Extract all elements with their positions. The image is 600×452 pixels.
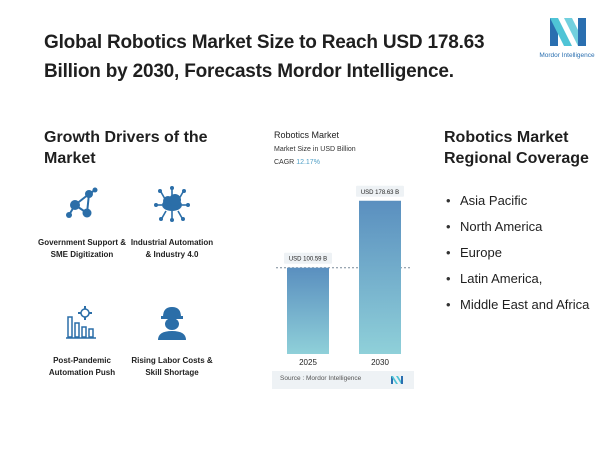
region-item: • Asia Pacific (446, 188, 589, 214)
region-item: • Latin America, (446, 266, 589, 292)
cagr-value: 12.17% (296, 159, 320, 166)
mini-logo-icon (391, 376, 403, 384)
driver-government-support: Government Support & SME Digitization (37, 185, 127, 261)
regions-title: Robotics Market Regional Coverage (444, 129, 589, 167)
driver-post-pandemic: Post-Pandemic Automation Push (37, 303, 127, 379)
chart-cagr: CAGR 12.17% (274, 159, 320, 166)
driver-label: Industrial Automation & Industry 4.0 (130, 238, 214, 259)
cloud-network-icon (153, 185, 191, 223)
logo-text: Mordor Intelligence (539, 52, 595, 59)
driver-label: Government Support & SME Digitization (37, 238, 126, 259)
driver-label: Rising Labor Costs & Skill Shortage (131, 356, 213, 377)
bullet-icon: • (446, 271, 451, 286)
chart-title: Robotics Market (274, 130, 340, 140)
x-tick-label: 2025 (299, 358, 317, 367)
bullet-icon: • (446, 245, 451, 260)
bar-2030 (359, 200, 401, 354)
driver-label: Post-Pandemic Automation Push (48, 356, 116, 377)
driver-industrial-automation: Industrial Automation & Industry 4.0 (127, 185, 217, 261)
chart-subtitle: Market Size in USD Billion (274, 146, 356, 153)
bullet-icon: • (446, 193, 451, 208)
region-list: • Asia Pacific • North America • Europe • La… (446, 188, 589, 318)
data-label: USD 100.59 B (289, 257, 327, 263)
mordor-logo: Mordor Intelligence (536, 14, 595, 62)
data-label: USD 178.63 B (361, 190, 399, 196)
chart-canvas: USD 100.59 B 2025 USD 178.63 B 2030 (276, 185, 410, 367)
worker-icon (153, 303, 191, 341)
region-item: • North America (446, 214, 589, 240)
robotics-market-chart: USD 100.59 B 2025 USD 178.63 B 2030 Robotic… (262, 126, 422, 394)
page-headline: Global Robotics Market Size to Reach USD… (44, 32, 485, 82)
network-nodes-icon (63, 185, 101, 223)
driver-labor-costs: Rising Labor Costs & Skill Shortage (127, 303, 217, 379)
region-item: • Europe (446, 240, 589, 266)
data-label-box (356, 185, 404, 197)
x-tick-label: 2030 (371, 358, 389, 367)
bullet-icon: • (446, 297, 451, 312)
chart-footer: Source : Mordor Intelligence (272, 371, 414, 389)
data-label-box (284, 252, 332, 264)
region-item: • Middle East and Africa (446, 292, 589, 318)
bullet-icon: • (446, 219, 451, 234)
drivers-title: Growth Drivers of the Market (44, 129, 208, 167)
bar-chart-gear-icon (63, 303, 101, 341)
cagr-label: CAGR (274, 159, 295, 166)
bar-2025 (287, 267, 329, 354)
chart-source: Source : Mordor Intelligence (280, 375, 362, 382)
